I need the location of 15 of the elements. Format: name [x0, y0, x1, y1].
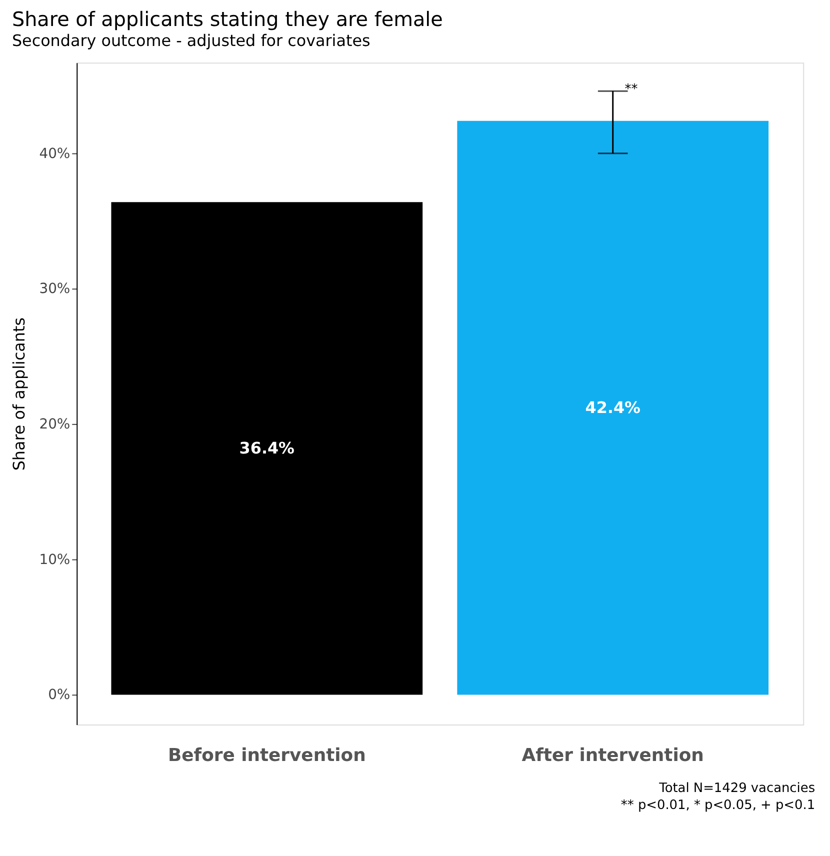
y-axis-title: Share of applicants — [9, 317, 28, 471]
chart-subtitle: Secondary outcome - adjusted for covariates — [12, 30, 370, 50]
x-tick-label: Before intervention — [168, 744, 366, 766]
data-label: 36.4% — [239, 438, 295, 458]
chart-title: Share of applicants stating they are female — [12, 8, 443, 31]
annotation: ** — [624, 82, 638, 98]
y-tick-label: 0% — [48, 687, 70, 704]
y-tick-label: 40% — [39, 146, 70, 162]
data-label: 42.4% — [585, 398, 641, 417]
text: ** p<0.01, * p<0.05, + p<0.1 — [620, 798, 816, 814]
x-tick-label: After intervention — [522, 744, 704, 766]
y-tick-label: 10% — [39, 552, 70, 568]
text: Total N=1429 vacancies — [658, 781, 816, 796]
y-tick-label: 30% — [39, 281, 70, 298]
y-tick-label: 20% — [39, 416, 70, 433]
